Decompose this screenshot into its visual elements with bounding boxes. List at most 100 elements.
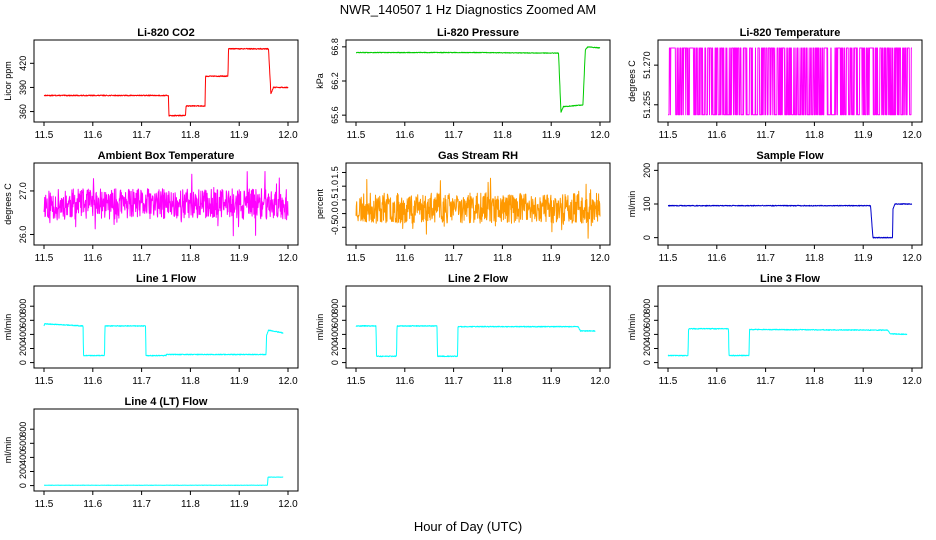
x-tick-label: 12.0 [278, 499, 298, 510]
y-tick-label: 200 [330, 341, 340, 356]
plot-frame [345, 285, 611, 369]
panel-4: Gas Stream RH 11.5 11.6 11.7 11.8 11.9 12.0 -0.… [315, 150, 611, 264]
panel-title: Sample Flow [756, 150, 824, 162]
x-tick-label: 11.8 [805, 376, 824, 387]
panel-9: Line 4 (LT) Flow 11.5 11.6 11.7 11.8 11.9 12.0… [3, 396, 299, 510]
figure-title: NWR_140507 1 Hz Diagnostics Zoomed AM [340, 2, 597, 17]
y-tick-label: 66.8 [330, 38, 340, 56]
panel-0: Li-820 CO2 11.5 11.6 11.7 11.8 11.9 12.0 360 390… [3, 27, 299, 141]
x-tick-label: 11.8 [805, 130, 824, 141]
x-tick-label: 11.7 [756, 130, 775, 141]
y-tick-label: 400 [642, 327, 652, 342]
x-tick-label: 11.7 [132, 253, 151, 264]
series-line [667, 47, 913, 116]
panel-1: Li-820 Pressure 11.5 11.6 11.7 11.8 11.9 12.0 6… [315, 27, 611, 141]
series-line [667, 203, 913, 239]
x-tick-label: 11.6 [707, 376, 726, 387]
panel-title: Line 3 Flow [760, 273, 820, 285]
plot-frame [33, 408, 299, 492]
panel-title: Ambient Box Temperature [98, 150, 235, 162]
x-tick-label: 11.7 [444, 376, 463, 387]
y-tick-label: 600 [18, 436, 28, 451]
panel-title: Line 1 Flow [136, 273, 196, 285]
series-line [43, 476, 284, 486]
y-axis-label: ml/min [3, 437, 13, 464]
x-tick-label: 11.9 [542, 376, 561, 387]
y-axis-label: ml/min [3, 314, 13, 341]
y-tick-label: 600 [330, 313, 340, 328]
y-tick-label: 1.0 [330, 180, 340, 193]
series-line [43, 323, 284, 357]
plot-frame [657, 39, 923, 123]
x-tick-label: 11.6 [395, 376, 414, 387]
series-line [43, 47, 289, 117]
y-tick-label: 27.0 [18, 182, 28, 200]
x-tick-label: 11.6 [707, 130, 726, 141]
x-tick-label: 11.7 [756, 253, 775, 264]
y-axis-label: degrees C [627, 60, 637, 102]
x-tick-label: 11.6 [395, 130, 414, 141]
y-tick-label: 66.2 [330, 72, 340, 90]
y-axis-label: Licor ppm [3, 61, 13, 101]
x-tick-label: 11.5 [347, 253, 366, 264]
x-tick-label: 11.8 [181, 253, 200, 264]
x-tick-label: 11.5 [659, 253, 678, 264]
y-tick-label: 0 [642, 235, 652, 240]
y-tick-label: 26.0 [18, 226, 28, 244]
x-tick-label: 11.5 [659, 130, 678, 141]
x-tick-label: 11.6 [83, 253, 102, 264]
plot-frame [657, 162, 923, 246]
x-tick-label: 11.8 [181, 499, 200, 510]
y-tick-label: 0.5 [330, 194, 340, 207]
x-tick-label: 11.7 [132, 499, 151, 510]
panel-8: Line 3 Flow 11.5 11.6 11.7 11.8 11.9 12.0 0 2004… [627, 273, 923, 387]
panel-title: Line 4 (LT) Flow [125, 396, 208, 408]
plot-frame [657, 285, 923, 369]
x-tick-label: 11.6 [83, 130, 102, 141]
y-tick-label: 200 [18, 341, 28, 356]
panel-3: Ambient Box Temperature 11.5 11.6 11.7 11.8 1… [3, 150, 299, 264]
panel-6: Line 1 Flow 11.5 11.6 11.7 11.8 11.9 12.0 0 2004… [3, 273, 299, 387]
panel-title: Li-820 Pressure [437, 27, 519, 39]
y-tick-label: 400 [18, 327, 28, 342]
x-tick-label: 11.7 [132, 130, 151, 141]
y-tick-label: 420 [18, 56, 28, 71]
x-tick-label: 11.9 [854, 253, 873, 264]
y-tick-label: 800 [642, 299, 652, 314]
plot-frame [33, 285, 299, 369]
series-line [355, 325, 596, 358]
x-tick-label: 11.5 [347, 130, 366, 141]
y-tick-label: 200 [642, 341, 652, 356]
y-tick-label: -0.5 [330, 220, 340, 236]
x-tick-label: 11.9 [542, 253, 561, 264]
x-tick-label: 11.6 [395, 253, 414, 264]
panel-7: Line 2 Flow 11.5 11.6 11.7 11.8 11.9 12.0 0 2004… [315, 273, 611, 387]
y-tick-label: 400 [18, 450, 28, 465]
x-tick-label: 11.9 [854, 130, 873, 141]
panel-5: Sample Flow 11.5 11.6 11.7 11.8 11.9 12.0 0 100 2… [627, 150, 923, 264]
x-tick-label: 11.9 [854, 376, 873, 387]
x-tick-label: 12.0 [902, 253, 922, 264]
panel-title: Li-820 Temperature [740, 27, 841, 39]
x-tick-label: 12.0 [278, 253, 298, 264]
x-tick-label: 12.0 [278, 130, 298, 141]
y-tick-label: 800 [18, 299, 28, 314]
x-tick-label: 12.0 [278, 376, 298, 387]
series-line [43, 171, 289, 237]
x-tick-label: 12.0 [902, 130, 922, 141]
y-axis-label: degrees C [3, 183, 13, 225]
x-tick-label: 11.8 [181, 376, 200, 387]
y-tick-label: 0 [330, 360, 340, 365]
x-tick-label: 12.0 [590, 253, 610, 264]
y-tick-label: 400 [330, 327, 340, 342]
x-tick-label: 11.5 [35, 130, 54, 141]
y-axis-label: ml/min [315, 314, 325, 341]
y-tick-label: 51.255 [642, 91, 652, 119]
y-tick-label: 800 [330, 299, 340, 314]
x-tick-label: 12.0 [590, 130, 610, 141]
y-tick-label: 360 [18, 104, 28, 119]
x-tick-label: 11.8 [181, 130, 200, 141]
panel-title: Gas Stream RH [438, 150, 518, 162]
x-tick-label: 11.9 [230, 130, 249, 141]
